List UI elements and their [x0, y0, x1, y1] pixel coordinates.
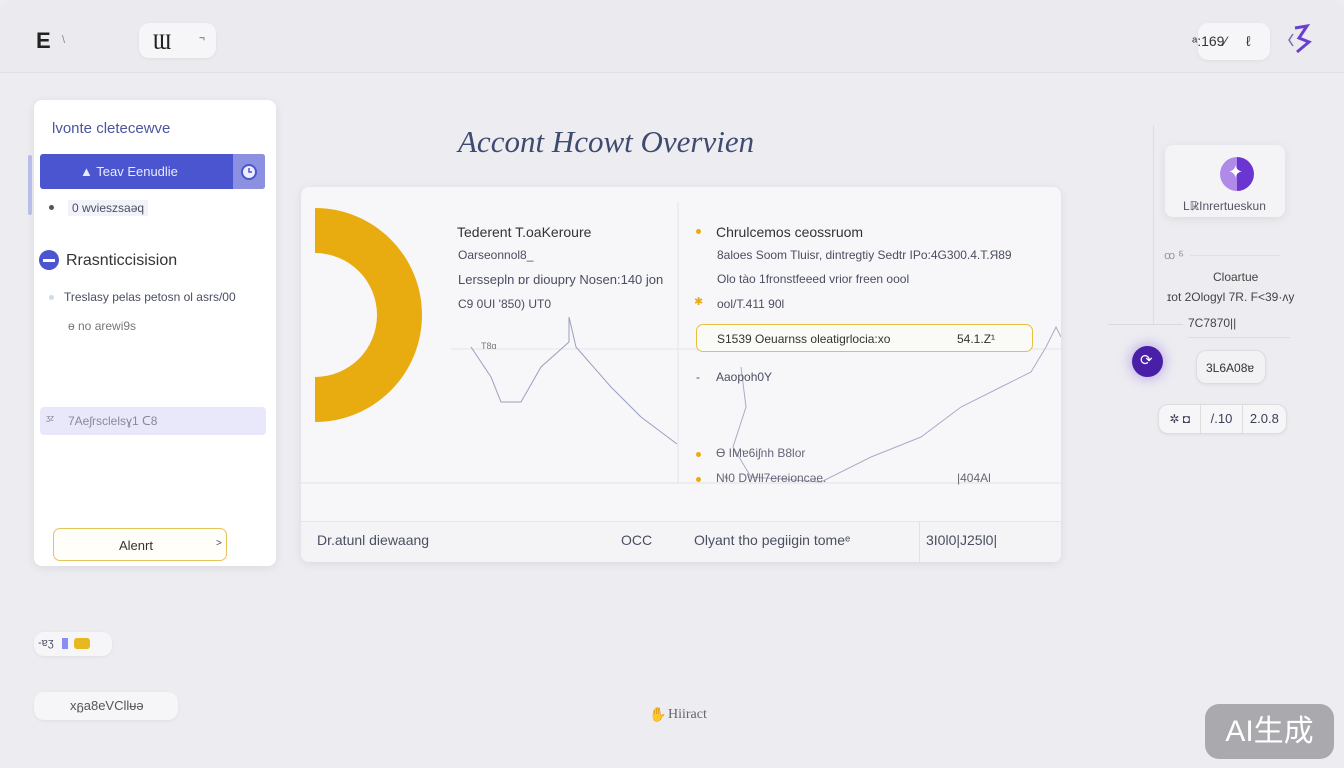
divider: [919, 522, 920, 562]
footer-mid-prefix: OCC: [621, 532, 653, 548]
trend-line-right: [732, 325, 1061, 483]
right-title: Cloartue: [1213, 270, 1259, 284]
logo-pill[interactable]: Ɯ ¬: [139, 23, 216, 58]
highlight-row[interactable]: S1539 Oeuarnss oleatigrlocia:xo 54.1.Z¹: [696, 324, 1033, 352]
chart-tick: T8ɑ: [481, 341, 497, 351]
sidebar-item-label: ▲ Teav Eenudlie: [80, 164, 178, 179]
star-logo-icon: ✦: [1220, 157, 1254, 191]
dash-item: Aaopoh0Y: [716, 370, 773, 384]
chevron-right-icon: >: [216, 538, 222, 549]
badge-value: 3L6A08ɐ: [1206, 361, 1255, 375]
sidebar-indicator: [28, 155, 32, 215]
top-bar: [0, 0, 1344, 73]
legend-item: Nɬ0 DWll7ereioncəe.: [716, 471, 827, 485]
sidebar-item-highlight[interactable]: ᶾᶻ 7Aeʃrsclelsɣ1 ᑕ8: [40, 407, 266, 435]
main-card: Tederent T.oaKeroure Oarseonnol8_ Lersse…: [301, 187, 1061, 562]
footer-row: Dr.atunl diewaang OCC Olyant tho pegiigi…: [301, 521, 1061, 562]
sidebar: lvonte cletecewve ▲ Teav Eenudlie 0 wvie…: [34, 100, 276, 566]
donut-segment: [315, 208, 422, 422]
menu-suffix: \: [62, 34, 66, 46]
hand-icon: ✋: [649, 706, 667, 722]
segmented-control: ✲ ◘ /.10 2.0.8: [1158, 404, 1287, 434]
logo: Ɯ: [153, 29, 171, 54]
legend-value: |404Al: [957, 471, 991, 485]
divider: [1190, 255, 1280, 256]
sidebar-item-active[interactable]: ▲ Teav Eenudlie: [40, 154, 265, 189]
clock-icon[interactable]: [233, 154, 265, 189]
seg-option[interactable]: /.10: [1200, 405, 1241, 433]
right-line: ool/T.411 90l: [717, 297, 785, 311]
highlight-value: 54.1.Z¹: [957, 332, 996, 346]
alert-button[interactable]: Alenrt >: [53, 528, 227, 561]
section-title: Rrasnticcisision: [66, 252, 178, 269]
chip-label: xᵷa8eVCllᵾə: [70, 698, 144, 713]
swatch-yellow: [74, 638, 90, 649]
center-label[interactable]: Hiiract: [668, 707, 707, 722]
seg-option[interactable]: 2.0.8: [1241, 405, 1286, 433]
right-subtitle: ɪot 2Ologyl 7R. F<39·ʌy: [1167, 290, 1295, 304]
minus-circle-icon[interactable]: [39, 250, 59, 270]
divider: [1108, 324, 1183, 325]
seg-option[interactable]: ✲ ◘: [1169, 412, 1190, 426]
chip[interactable]: xᵷa8eVCllᵾə: [34, 692, 178, 720]
bullet: [49, 205, 54, 210]
swatch-indigo: [62, 638, 68, 649]
right-title: Chrulcemos ceossruom: [716, 224, 864, 240]
user-icon: ℓ: [1246, 33, 1251, 49]
legend-dot: [696, 477, 701, 482]
trend-line-left: [470, 316, 678, 445]
right-line: 8aloes Soom Tluisr, dintregtiy Sedtr IPo…: [717, 248, 1012, 262]
legend-label: -ɐʒ: [38, 637, 54, 649]
right-line: Olo tào 1fronstfeeed vrior freen oool: [717, 272, 910, 286]
item-icon: ᶾᶻ: [46, 414, 55, 426]
alert-button-label: Alenrt: [119, 538, 153, 553]
left-line: Lerssepln ɒr dioupry Nosen:140 jon: [458, 272, 664, 287]
badge[interactable]: 3L6A08ɐ: [1196, 350, 1266, 384]
logo-caret: ¬: [199, 33, 205, 44]
legend-chip[interactable]: -ɐʒ: [34, 632, 112, 656]
field-value: 7C7870||: [1188, 316, 1237, 330]
dash-icon: -: [696, 370, 700, 384]
highlight-text: S1539 Oeuarnss oleatigrlocia:xo: [717, 332, 891, 346]
menu-button[interactable]: E: [36, 28, 51, 53]
sidebar-sub-item[interactable]: 0 wvieszsaəq: [68, 200, 149, 216]
left-line: C9 0UI '850) UT0: [458, 297, 551, 311]
section-sub: ɵ no arewi9s: [68, 319, 137, 333]
field[interactable]: 7C7870||: [1188, 310, 1290, 338]
status-value: ᵃ:169⁄: [1192, 33, 1227, 49]
section-text: Treslasy pelas petosn ol asrs/00: [64, 290, 236, 304]
bullet: [696, 229, 701, 234]
divider: [1153, 125, 1154, 325]
footer-mid[interactable]: Olyant tho pegiigin tomeᵉ: [694, 532, 851, 548]
sidebar-heading: lvonte cletecewve: [52, 120, 171, 137]
legend-dot: [696, 452, 701, 457]
page-title: Accont Hcowt Overvien: [458, 124, 755, 159]
brand-icon[interactable]: [1287, 23, 1313, 54]
left-title: Tederent T.oaKeroure: [457, 224, 592, 240]
status-pill[interactable]: ᵃ:169⁄ ℓ: [1192, 23, 1270, 60]
refresh-icon[interactable]: ⟳: [1132, 346, 1163, 377]
watermark: AI生成: [1205, 704, 1334, 759]
card-label: Lℝ̷Inrertueskun: [1183, 199, 1266, 213]
footer-value: 3I0l0|J25l0|: [926, 532, 998, 548]
sidebar-item-label: 7Aeʃrsclelsɣ1 ᑕ8: [68, 414, 158, 428]
profile-card[interactable]: ✦ Lℝ̷Inrertueskun: [1165, 145, 1285, 217]
small-label: ꝏ ⸹: [1164, 250, 1184, 262]
legend-item: Ɵ IMɐ6iʃnh B8lor: [716, 446, 806, 460]
star-icon: ✱: [694, 296, 704, 308]
left-line: Oarseonnol8_: [458, 248, 534, 262]
bullet: [49, 295, 54, 300]
footer-left[interactable]: Dr.atunl diewaang: [317, 532, 430, 548]
